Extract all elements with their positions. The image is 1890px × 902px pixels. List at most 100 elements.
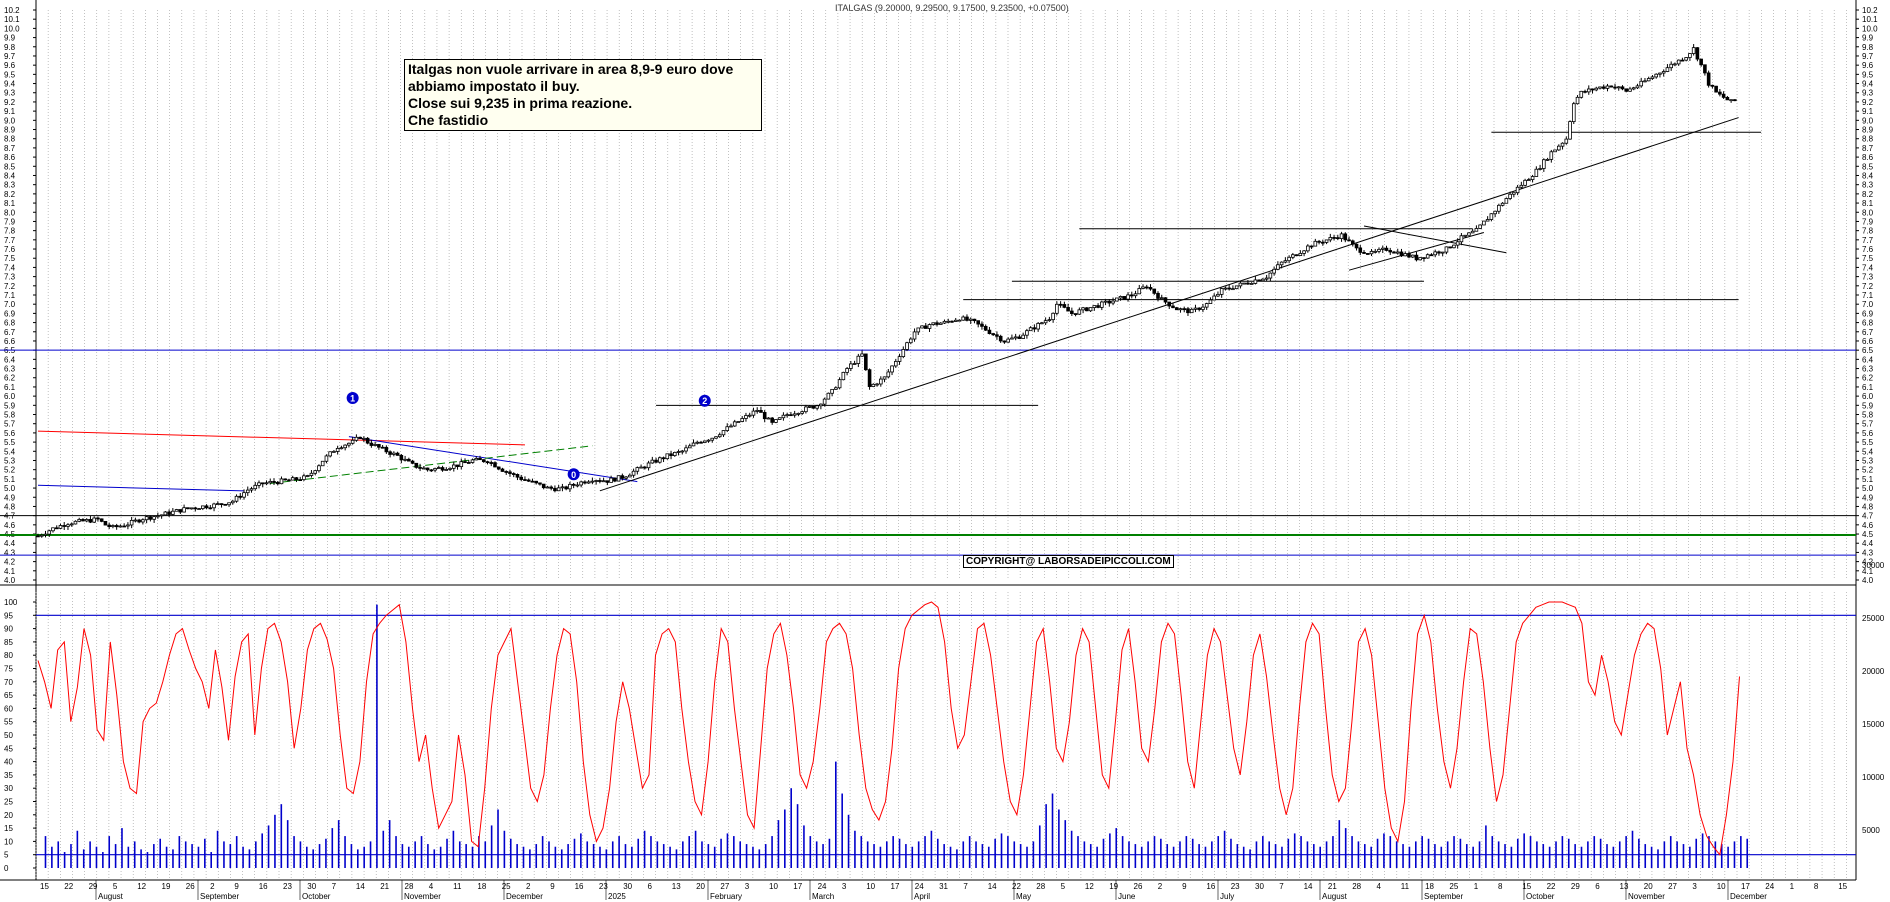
price-tick-left: 10.2 [4,6,20,15]
candle-body [519,476,524,480]
candle-body [639,466,643,469]
candle-body [1590,88,1595,91]
candle-body [901,349,906,358]
osc-tick-left: 55 [4,718,13,727]
candle-body [1650,76,1655,79]
candle-body [998,335,1003,342]
candle-body [1673,63,1677,66]
osc-tick-left: 90 [4,625,13,634]
candle-body [751,410,756,416]
candle-body [983,325,988,331]
candle-body [976,320,981,325]
day-tick: 16 [259,882,268,891]
trendline-falling-sept [1363,225,1507,254]
price-tick-left: 5.1 [4,475,16,484]
candle-body [1688,53,1692,58]
candle-body [1298,252,1303,256]
candle-body [864,353,868,371]
day-tick: 31 [939,882,948,891]
price-tick-left: 7.6 [4,245,16,254]
day-tick: 3 [842,882,847,891]
candle-body [815,405,819,409]
price-tick-left: 5.7 [4,420,16,429]
candle-body [1658,72,1662,75]
candle-body [500,468,505,472]
price-tick-right: 7.4 [1862,263,1874,272]
candle-body [1261,278,1265,282]
price-tick-left: 7.9 [4,217,16,226]
price-tick-right: 5.3 [1862,456,1874,465]
price-tick-left: 9.1 [4,107,16,116]
price-tick-left: 9.6 [4,61,16,70]
price-tick-left: 5.2 [4,466,16,475]
day-tick: 18 [477,882,486,891]
candle-body [1006,338,1010,343]
day-tick: 15 [1522,882,1531,891]
candle-body [822,398,827,405]
candle-body [1482,220,1486,226]
candle-body [1156,292,1160,299]
candle-body [313,470,317,474]
price-tick-left: 8.5 [4,162,16,171]
candle-body [654,459,658,463]
candle-body [1028,327,1033,332]
candle-body [845,368,849,373]
day-tick: 27 [1668,882,1677,891]
price-tick-left: 6.7 [4,328,16,337]
month-label: November [404,892,441,901]
candle-body [324,455,329,462]
day-tick: 23 [599,882,608,891]
candle-body [1474,228,1479,232]
candle-body [950,320,954,323]
candle-body [1141,286,1145,289]
price-tick-right: 6.2 [1862,374,1874,383]
price-tick-left: 4.9 [4,493,16,502]
day-tick: 7 [332,882,337,891]
candle-body [1111,300,1115,304]
candle-body [118,525,123,528]
price-tick-right: 6.6 [1862,337,1874,346]
candle-body [414,462,419,468]
candle-body [620,475,625,479]
price-tick-left: 9.5 [4,70,16,79]
day-tick: 19 [1109,882,1118,891]
candle-body [1553,149,1557,153]
candle-body [1721,93,1726,98]
osc-tick-left: 15 [4,824,13,833]
candle-body [182,507,186,513]
osc-tick-left: 95 [4,611,13,620]
candle-body [650,459,655,464]
price-tick-left: 4.2 [4,558,16,567]
month-label: May [1016,892,1031,901]
candle-body [1665,67,1670,72]
price-tick-right: 4.5 [1862,530,1874,539]
price-tick-right: 8.3 [1862,181,1874,190]
osc-tick-left: 50 [4,731,13,740]
price-tick-right: 8.8 [1862,135,1874,144]
day-tick: 26 [186,882,195,891]
candle-body [1485,219,1490,222]
day-tick: 16 [1206,882,1215,891]
price-tick-right: 9.9 [1862,34,1874,43]
candle-body [1635,85,1640,89]
candle-body [1118,296,1123,299]
trendline-resistance-red [37,430,525,446]
day-tick: 16 [575,882,584,891]
candle-body [1234,285,1239,290]
month-label: 2025 [608,892,626,901]
candle-body [388,451,392,455]
candle-body [583,481,587,484]
candle-body [1669,63,1673,69]
candle-body [1189,308,1194,314]
candle-body [804,406,808,413]
day-tick: 10 [1717,882,1726,891]
candle-body [1227,287,1231,290]
price-tick-left: 9.7 [4,52,16,61]
candle-body [1002,340,1007,343]
price-tick-right: 6.0 [1862,392,1874,401]
osc-tick-left: 60 [4,704,13,713]
candle-body [1733,99,1737,102]
candle-body [1070,310,1074,314]
oscillator-line [37,601,1740,856]
day-tick: 15 [1838,882,1847,891]
